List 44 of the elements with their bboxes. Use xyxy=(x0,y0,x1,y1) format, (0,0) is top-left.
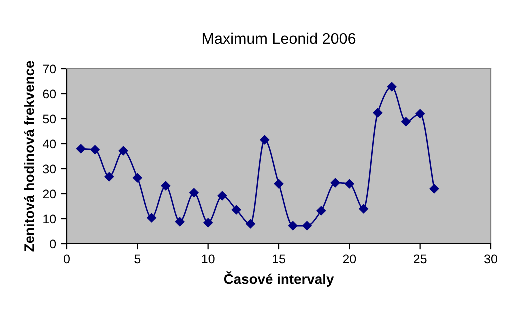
point xyxy=(204,218,213,228)
x-tick-label: 25 xyxy=(414,254,427,264)
point xyxy=(190,188,199,198)
point xyxy=(76,144,86,154)
point xyxy=(161,181,171,191)
point xyxy=(430,184,440,194)
point xyxy=(133,173,142,183)
point xyxy=(302,221,312,231)
point xyxy=(373,108,383,118)
point xyxy=(330,178,340,188)
point xyxy=(288,221,298,231)
point xyxy=(260,135,270,145)
x-tick-label: 20 xyxy=(343,254,356,264)
x-tick-label: 10 xyxy=(202,254,215,264)
x-tick-label: 0 xyxy=(64,254,70,264)
chart-title: Maximum Leonid 2006 xyxy=(202,32,356,44)
x-tick-label: 30 xyxy=(484,254,498,264)
y-axis-title: Zenitová hodinová frekvence xyxy=(24,61,34,252)
y-tick-label: 50 xyxy=(43,114,56,124)
point xyxy=(274,179,284,189)
y-tick-label: 40 xyxy=(42,140,56,149)
y-tick-label: 30 xyxy=(43,164,56,174)
y-tick-label: 10 xyxy=(44,214,56,224)
point xyxy=(316,206,326,216)
point xyxy=(104,172,114,182)
x-tick-label: 5 xyxy=(134,254,141,264)
point xyxy=(147,213,156,223)
point xyxy=(345,179,354,189)
y-tick-label: 60 xyxy=(43,90,56,99)
y-tick-label: 0 xyxy=(50,240,56,249)
point xyxy=(90,145,100,155)
point xyxy=(175,217,185,227)
point xyxy=(402,117,411,127)
x-axis-title: Časové intervaly xyxy=(224,272,334,287)
point xyxy=(218,191,228,201)
y-tick-label: 70 xyxy=(43,64,56,74)
point xyxy=(387,82,397,92)
point xyxy=(416,109,425,119)
y-tick-label: 20 xyxy=(43,190,56,199)
x-tick-label: 15 xyxy=(273,254,286,264)
point xyxy=(246,219,256,229)
point xyxy=(118,146,128,156)
point xyxy=(232,205,242,215)
point xyxy=(359,204,368,214)
